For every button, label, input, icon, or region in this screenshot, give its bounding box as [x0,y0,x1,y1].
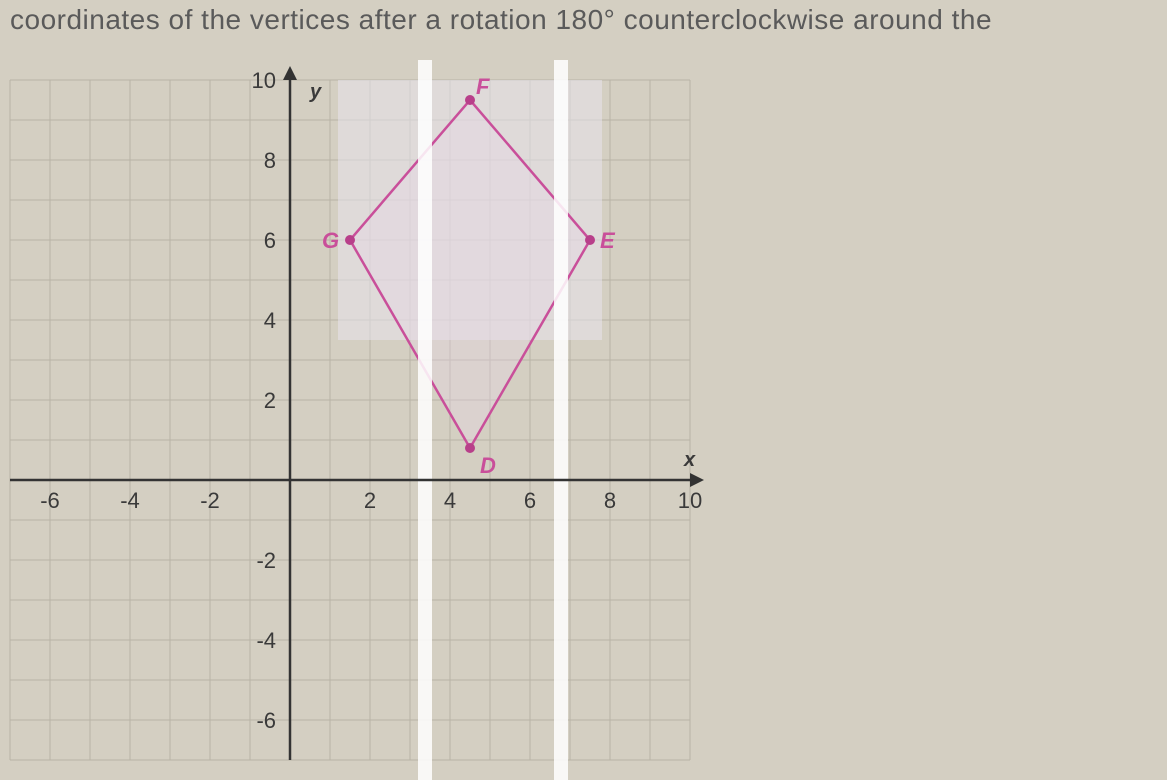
x-tick-label: 4 [444,488,456,513]
x-tick-label: -6 [40,488,60,513]
x-tick-label: 6 [524,488,536,513]
x-tick-label: -4 [120,488,140,513]
coordinate-graph: D E F G -6 -4 -2 2 4 6 8 10 -6 -4 -2 2 4 6 8 10 y x [0,60,1167,780]
vertex-label-D: D [480,453,496,478]
y-tick-label: -2 [256,548,276,573]
x-tick-label: 8 [604,488,616,513]
vertex-label-F: F [476,74,490,99]
vertex-label-G: G [322,228,339,253]
y-axis-label: y [309,81,322,103]
vertex-label-E: E [600,228,616,253]
vertex-G [345,235,355,245]
glare-strip-0 [418,60,432,780]
x-tick-label: -2 [200,488,220,513]
glare-strip-1 [554,60,568,780]
vertex-F [465,95,475,105]
y-tick-label: -4 [256,628,276,653]
x-axis-label: x [683,449,696,471]
x-axis-arrow [690,473,704,487]
y-tick-label: 4 [264,308,276,333]
x-tick-label: 10 [678,488,702,513]
x-tick-label: 2 [364,488,376,513]
y-tick-label: 8 [264,148,276,173]
y-tick-label: 10 [252,68,276,93]
y-tick-label: -6 [256,708,276,733]
y-tick-label: 2 [264,388,276,413]
question-text: coordinates of the vertices after a rota… [0,0,1167,40]
y-axis-arrow [283,66,297,80]
vertex-E [585,235,595,245]
y-tick-label: 6 [264,228,276,253]
vertex-D [465,443,475,453]
